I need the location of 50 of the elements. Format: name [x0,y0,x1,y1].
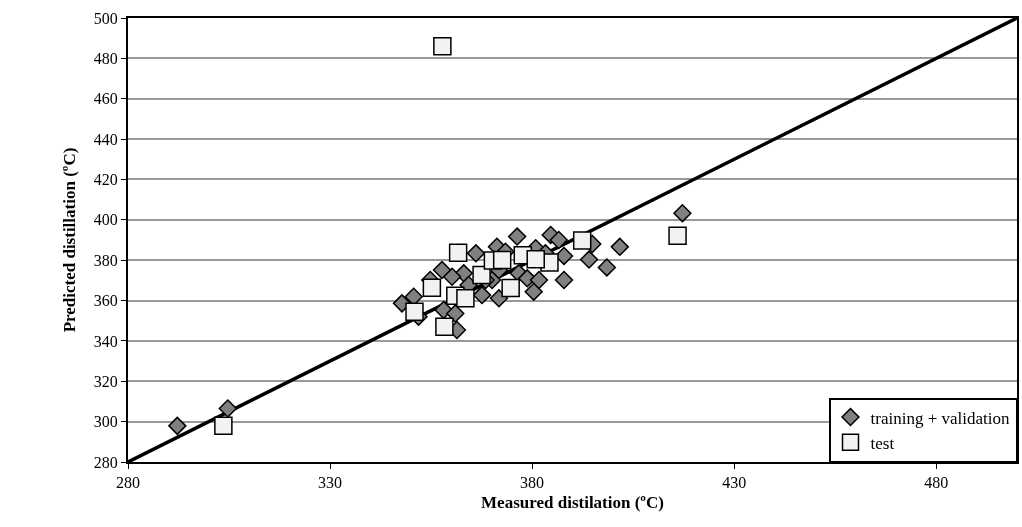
point [673,203,692,223]
y-tick-label: 380 [93,251,118,269]
point [472,285,492,305]
point [456,289,475,308]
y-tick-label: 460 [93,90,118,108]
point [526,250,545,269]
y-axis-title: Predicted distillation (ºC) [59,147,79,333]
point [668,226,687,246]
point [432,260,452,280]
y-tick-label: 500 [93,9,118,27]
y-tick-label: 420 [93,171,118,189]
point [466,244,486,263]
point [572,231,592,250]
point [442,267,462,286]
point [597,258,617,277]
point [422,278,442,297]
x-tick-label: 430 [722,474,747,492]
point [446,304,465,323]
y-tick-label: 400 [93,211,118,229]
x-tick-label: 330 [318,474,343,492]
y-tick-label: 440 [93,130,118,148]
point [554,270,574,290]
point [168,416,187,436]
y-tick-label: 480 [93,49,118,67]
x-tick-label: 280 [116,474,140,492]
legend-label: training + validation [870,408,1010,428]
y-tick-label: 300 [93,413,118,431]
x-tick-label: 380 [520,474,545,492]
point [448,243,468,262]
point [472,265,491,285]
point [529,270,549,290]
y-tick-label: 320 [93,372,118,390]
point [405,302,424,322]
point [218,399,238,418]
y-tick-label: 280 [93,453,118,471]
point [579,250,599,269]
y-tick-label: 340 [93,332,118,350]
point [435,317,454,337]
x-axis-title: Measured distilation (ºC) [481,493,664,513]
point [549,230,568,250]
point [501,278,520,298]
point [214,416,233,436]
point [433,37,452,56]
point [524,282,543,301]
x-tick-label: 480 [924,474,949,492]
point [610,237,629,257]
point [507,227,527,246]
y-tick-label: 360 [93,292,118,310]
legend-label: test [870,433,895,453]
point [492,250,512,270]
